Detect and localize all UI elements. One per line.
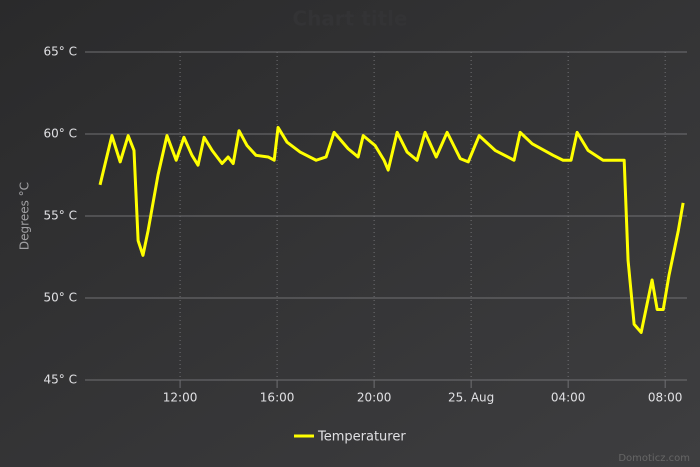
x-tick-label: 16:00 — [260, 391, 295, 405]
y-tick-label: 65° C — [44, 45, 77, 59]
y-tick-label: 55° C — [44, 209, 77, 223]
x-tick-label: 25. Aug — [448, 391, 494, 405]
x-tick-label: 08:00 — [648, 391, 683, 405]
credits: Domoticz.com — [618, 453, 690, 464]
y-tick-label: 60° C — [44, 127, 77, 141]
legend-label: Temperaturer — [317, 430, 406, 445]
chart-title: Chart title — [292, 7, 407, 31]
line — [98, 125, 685, 334]
y-axis-label: Degrees °C — [18, 182, 32, 250]
x-tick-label: 12:00 — [163, 391, 198, 405]
y-tick-label: 45° C — [44, 373, 77, 387]
y-tick-label: 50° C — [44, 291, 77, 305]
x-tick-label: 04:00 — [551, 391, 586, 405]
x-tick-label: 20:00 — [357, 391, 392, 405]
